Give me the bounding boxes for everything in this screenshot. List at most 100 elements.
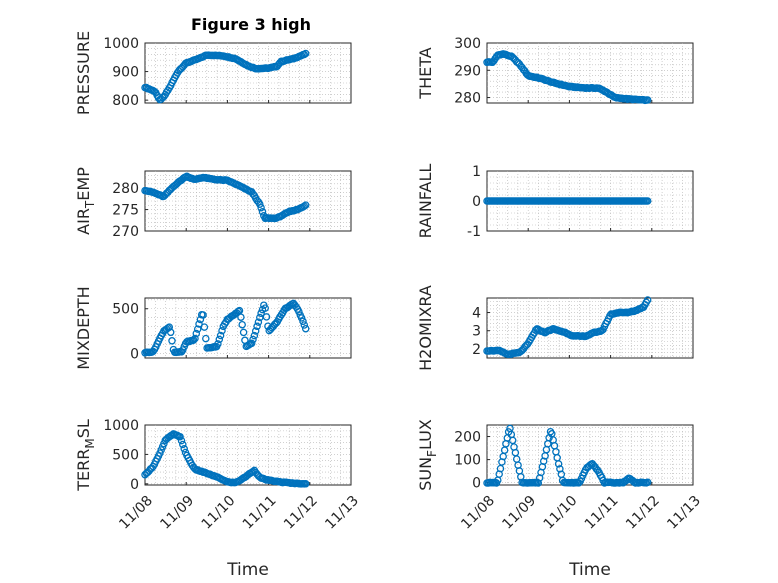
ytick-label: 100 — [454, 453, 481, 469]
ytick-label: -1 — [467, 224, 481, 240]
ylabel-7: SUNFLUX — [416, 419, 439, 491]
ylabel-6: TERRMSL — [74, 419, 97, 492]
data-point — [256, 200, 264, 208]
ytick-label: 1000 — [103, 418, 139, 434]
ytick-label: 270 — [112, 224, 139, 240]
data-point — [247, 339, 256, 348]
data-point — [300, 202, 309, 210]
data-point — [214, 340, 222, 348]
data-point — [180, 445, 188, 453]
data-point — [177, 436, 186, 445]
data-point — [189, 336, 198, 344]
ytick-label: 0 — [130, 347, 139, 363]
data-point — [299, 317, 307, 326]
ytick-label: 2 — [472, 342, 481, 358]
xtick-label: 11/12 — [281, 493, 321, 533]
xtick-label: 11/12 — [623, 493, 663, 533]
xtick-label: 11/09 — [499, 493, 539, 533]
ylabel-0: PRESSURE — [74, 31, 93, 115]
ytick-label: 4 — [472, 306, 481, 322]
data-point — [165, 323, 174, 331]
ylabel-4: MIXDEPTH — [74, 286, 93, 369]
data-point — [301, 480, 310, 488]
data-point — [176, 432, 184, 441]
data-point — [168, 337, 176, 345]
data-point — [295, 307, 303, 316]
data-point — [202, 334, 210, 343]
subplot-air-temp: 270 275 280 AIRTEMP — [74, 167, 352, 240]
ytick-label: 900 — [112, 65, 139, 81]
xtick-label: 11/08 — [458, 493, 498, 533]
xtick-label: 11/09 — [157, 493, 197, 533]
data-point — [238, 320, 246, 329]
data-point — [166, 328, 175, 337]
subplot-pressure: 800 900 1000 PRESSURE — [74, 31, 352, 115]
data-point — [258, 208, 267, 216]
subplot-terr-msl: 0 500 1000 11/08 11/09 11/10 11/11 11/12 11/13 TE… — [74, 418, 362, 533]
ytick-label: 300 — [454, 36, 481, 52]
ytick-label: 200 — [454, 430, 481, 446]
xtick-label: 11/11 — [240, 493, 280, 533]
data-point — [257, 203, 265, 212]
data-point — [215, 335, 224, 344]
data-point — [496, 464, 505, 473]
data-point — [254, 318, 263, 326]
ytick-label: 275 — [112, 203, 139, 219]
data-point — [239, 328, 248, 337]
xtick-label: 11/11 — [582, 493, 622, 533]
data-point — [179, 440, 187, 449]
subplot-rainfall: -1 0 1 RAINFALL — [416, 164, 694, 240]
data-point — [192, 329, 201, 338]
data-point — [643, 296, 652, 304]
data-point — [218, 326, 226, 335]
data-point — [261, 304, 269, 312]
xtick-label: 11/13 — [322, 493, 362, 533]
data-point — [199, 311, 207, 319]
data-point — [534, 479, 543, 487]
data-point — [301, 324, 310, 333]
ylabel-3: RAINFALL — [416, 164, 435, 239]
data-point — [250, 331, 259, 340]
data-point — [253, 322, 261, 331]
ylabel-1: THETA — [416, 47, 435, 99]
xlabel-col-2: Time — [568, 560, 611, 580]
ytick-label: 1000 — [103, 36, 139, 52]
data-point — [216, 331, 225, 340]
ytick-label: 0 — [130, 477, 139, 493]
xlabel-col-1: Time — [226, 560, 269, 580]
ylabel-2: AIRTEMP — [74, 167, 97, 235]
data-point — [301, 201, 310, 209]
data-point — [191, 334, 199, 343]
data-point — [300, 321, 309, 329]
data-point — [643, 197, 652, 205]
data-point — [297, 314, 306, 322]
data-point — [251, 327, 260, 335]
data-point — [235, 306, 244, 315]
xtick-label: 11/10 — [199, 493, 239, 533]
ytick-label: 500 — [112, 447, 139, 463]
data-point — [193, 325, 202, 333]
ytick-label: 0 — [472, 194, 481, 210]
data-point — [643, 96, 652, 104]
subplot-h2omixra: 2 3 4 H2OMIXRA — [416, 285, 694, 371]
data-point — [300, 50, 309, 59]
xtick-label: 11/13 — [664, 493, 704, 533]
subplot-theta: 280 290 300 THETA — [416, 36, 694, 107]
subplot-sun-flux: 0 100 200 11/08 11/09 11/10 11/11 11/12 11/13 SUN… — [416, 419, 704, 532]
ytick-label: 0 — [472, 476, 481, 492]
data-point — [195, 320, 203, 328]
ylabel-5: H2OMIXRA — [416, 285, 435, 371]
ytick-label: 1 — [472, 164, 481, 180]
ytick-label: 280 — [112, 181, 139, 197]
ytick-label: 500 — [112, 302, 139, 318]
data-point — [257, 309, 265, 318]
data-point — [643, 478, 652, 487]
figure-title: Figure 3 high — [191, 15, 311, 34]
ytick-label: 290 — [454, 63, 481, 79]
data-point — [301, 49, 310, 58]
xtick-label: 11/10 — [541, 493, 581, 533]
ytick-label: 800 — [112, 93, 139, 109]
data-point — [249, 335, 257, 344]
